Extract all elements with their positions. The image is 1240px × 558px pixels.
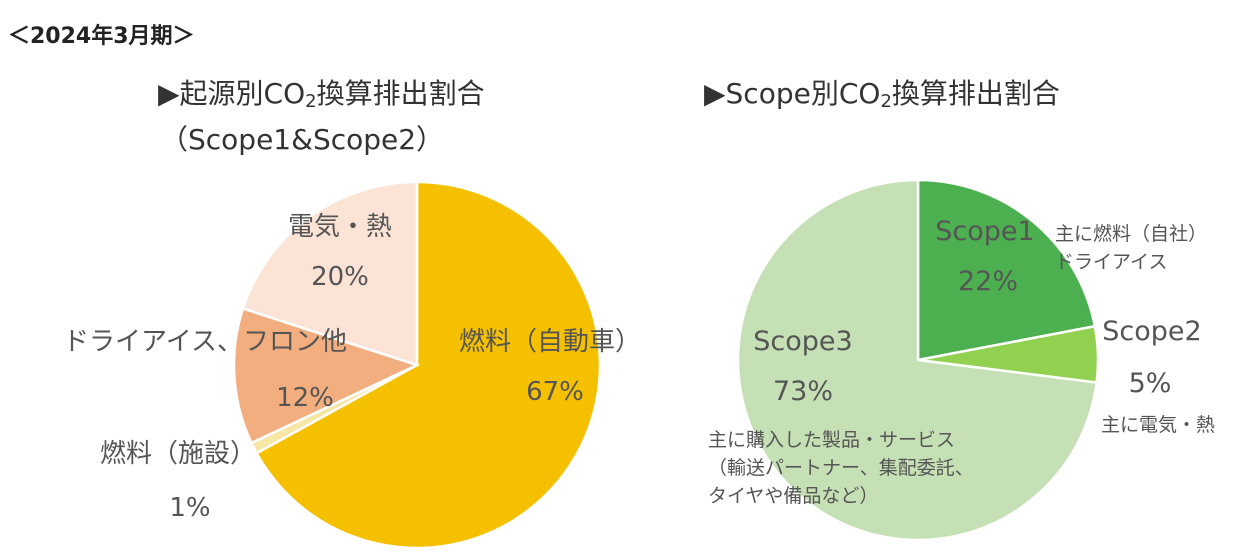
slice-value-fuel-facility: 1% [169,493,210,523]
scope3-note-line1: 主に購入した製品・サービス [708,429,955,451]
scope3-note-line3: タイヤや備品など） [708,485,878,507]
slice-value-fuel-vehicle: 67% [526,377,584,407]
period-label: ＜2024年3月期＞ [8,24,195,49]
chart2-title-prefix: ▶Scope別CO [704,77,881,110]
pie-slice-scope1 [916,178,1097,362]
chart1-title: ▶起源別CO2換算排出割合 [158,72,485,112]
slice-label-scope1: Scope1 [935,216,1034,247]
pie-slice-scope3 [736,178,1098,542]
scope1-note-line2: ドライアイス [1055,251,1167,273]
slice-label-fuel-facility: 燃料（施設） [100,439,256,469]
slice-value-scope3: 73% [773,376,833,407]
chart1-title-prefix: ▶起源別CO [158,77,306,110]
scope1-note-line1: 主に燃料（自社） [1055,223,1207,245]
slice-label-fuel-vehicle: 燃料（自動車） [459,327,641,357]
pie-slice-electricity [241,180,419,367]
slice-value-scope2: 5% [1129,368,1172,399]
chart2-title-suffix: 換算排出割合 [891,77,1060,110]
pie-slice-fuel-vehicle [254,180,602,550]
slice-label-electricity: 電気・熱 [288,212,392,242]
slice-value-scope1: 22% [958,266,1018,297]
pie-chart-origin [232,180,602,550]
chart1-subtitle: （Scope1&Scope2） [160,123,445,156]
chart2-title-sub: 2 [880,91,892,112]
slice-label-scope3: Scope3 [753,326,852,357]
slice-label-dryice: ドライアイス、フロン他 [63,327,347,357]
slice-value-electricity: 20% [311,262,369,292]
pie-chart-scope [736,178,1100,542]
chart1-title-suffix: 換算排出割合 [316,77,485,110]
scope3-note-line2: （輸送パートナー、集配委託、 [708,457,974,479]
pie-slice-dryice [232,306,421,445]
slice-value-dryice: 12% [276,383,334,413]
scope2-note-line1: 主に電気・熱 [1101,414,1215,436]
chart2-title: ▶Scope別CO2換算排出割合 [704,72,1060,112]
slice-label-scope2: Scope2 [1102,316,1201,347]
chart1-title-sub: 2 [305,91,317,112]
